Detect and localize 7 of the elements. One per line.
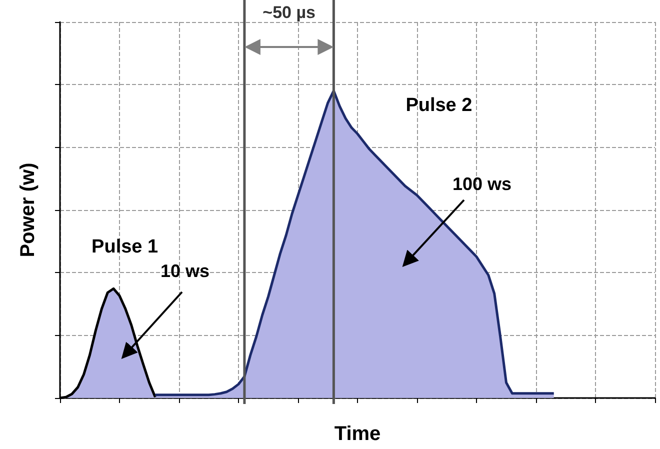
- x-axis-title: Time: [334, 423, 381, 445]
- text: Pulse 2: [406, 94, 472, 116]
- text: ~50 µs: [262, 3, 316, 22]
- annotation: 10 ws: [160, 261, 210, 281]
- y-axis-title: Power (w): [17, 162, 39, 258]
- annotation: 100 ws: [452, 174, 512, 194]
- text: Pulse 1: [92, 236, 159, 258]
